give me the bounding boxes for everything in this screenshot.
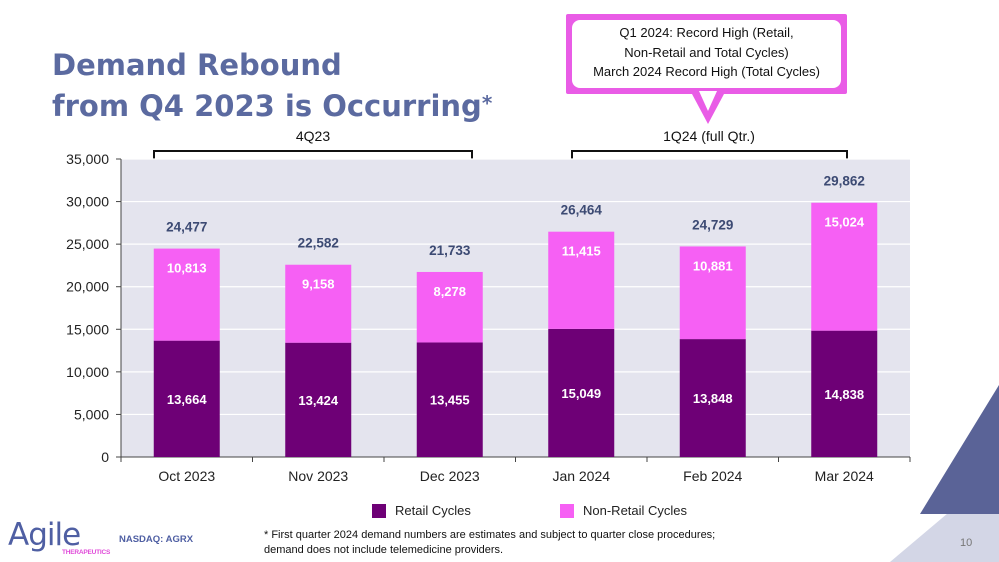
y-tick-label: 15,000 <box>66 321 109 337</box>
title-asterisk: * <box>481 91 493 115</box>
footnote: * First quarter 2024 demand numbers are … <box>264 528 715 558</box>
data-label-retail: 13,455 <box>430 393 470 408</box>
callout-pointer-inner <box>699 91 717 111</box>
y-tick-label: 35,000 <box>66 151 109 167</box>
bar-nonretail <box>416 271 483 343</box>
title-line-1: Demand Rebound <box>52 48 342 82</box>
bar-retail <box>811 330 878 457</box>
bar-nonretail <box>679 246 746 340</box>
agile-logo: Agile THERAPEUTICS <box>8 519 114 559</box>
data-label-nonretail: 15,024 <box>824 215 865 230</box>
bar-nonretail <box>811 202 878 331</box>
bracket-label-1q24: 1Q24 (full Qtr.) <box>663 128 755 144</box>
x-tick-label: Oct 2023 <box>158 468 215 484</box>
y-tick-label: 5,000 <box>74 406 109 422</box>
data-label-total: 24,729 <box>692 217 733 232</box>
bar-retail <box>285 342 352 457</box>
data-label-retail: 13,848 <box>693 391 733 406</box>
data-label-total: 29,862 <box>824 174 865 189</box>
callout-line-2: Non-Retail and Total Cycles) <box>624 44 789 60</box>
data-label-nonretail: 11,415 <box>562 244 601 259</box>
y-tick-label: 10,000 <box>66 364 109 380</box>
plot-area <box>121 159 910 457</box>
legend-nonretail-label: Non-Retail Cycles <box>583 503 688 518</box>
page-title: Demand Rebound from Q4 2023 is Occurring… <box>52 46 492 125</box>
record-high-callout: Q1 2024: Record High (Retail, Non-Retail… <box>566 14 847 94</box>
x-tick-label: Feb 2024 <box>683 468 742 484</box>
callout-text-box: Q1 2024: Record High (Retail, Non-Retail… <box>572 20 841 88</box>
bar-nonretail <box>548 231 615 329</box>
legend-nonretail-swatch <box>560 503 574 518</box>
page-number: 10 <box>960 537 973 549</box>
data-label-nonretail: 10,813 <box>167 261 207 276</box>
data-label-nonretail: 8,278 <box>433 284 466 299</box>
callout-line-3: March 2024 Record High (Total Cycles) <box>593 64 820 79</box>
data-label-total: 26,464 <box>561 203 603 218</box>
footnote-line-1: * First quarter 2024 demand numbers are … <box>264 529 716 541</box>
legend-retail-swatch <box>372 503 386 518</box>
footnote-line-2: demand does not include telemedicine pro… <box>264 544 504 556</box>
nasdaq-ticker: NASDAQ: AGRX <box>119 534 194 545</box>
x-tick-label: Nov 2023 <box>288 468 348 484</box>
bar-retail <box>416 342 483 457</box>
bar-retail <box>679 339 746 457</box>
data-label-total: 24,477 <box>166 220 207 235</box>
y-tick-label: 20,000 <box>66 279 109 295</box>
data-label-retail: 13,664 <box>167 392 208 407</box>
data-label-total: 22,582 <box>298 236 339 251</box>
data-label-retail: 13,424 <box>298 393 339 408</box>
y-tick-label: 30,000 <box>66 194 109 210</box>
data-label-total: 21,733 <box>429 243 471 258</box>
legend-nonretail: Non-Retail Cycles <box>560 503 687 518</box>
callout-line-1: Q1 2024: Record High (Retail, <box>619 25 794 40</box>
corner-triangle-dark <box>920 385 999 514</box>
data-label-retail: 15,049 <box>561 386 601 401</box>
data-label-retail: 14,838 <box>824 387 864 402</box>
title-line-2: from Q4 2023 is Occurring <box>52 89 482 123</box>
y-tick-label: 25,000 <box>66 236 109 252</box>
legend-retail: Retail Cycles <box>372 503 471 518</box>
bar-nonretail <box>153 248 220 341</box>
data-label-nonretail: 9,158 <box>302 277 335 292</box>
bracket-label-4q23: 4Q23 <box>295 128 331 144</box>
bar-retail <box>153 340 220 457</box>
bar-retail <box>548 328 615 457</box>
x-tick-label: Mar 2024 <box>815 468 874 484</box>
legend-retail-label: Retail Cycles <box>395 503 471 518</box>
y-tick-label: 0 <box>101 449 109 465</box>
logo-subtitle: THERAPEUTICS <box>62 549 111 556</box>
data-label-nonretail: 10,881 <box>693 258 733 273</box>
bar-nonretail <box>285 264 352 343</box>
logo-wordmark: Agile <box>8 517 81 553</box>
x-tick-label: Dec 2023 <box>420 468 480 484</box>
x-tick-label: Jan 2024 <box>552 468 610 484</box>
